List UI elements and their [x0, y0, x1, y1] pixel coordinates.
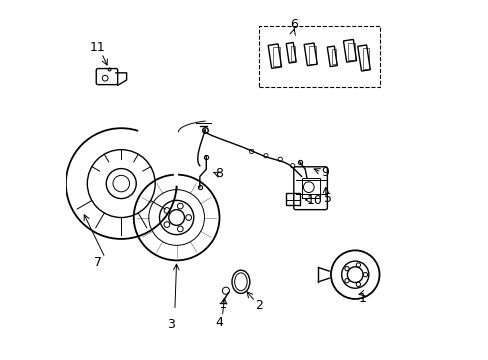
- Text: 6: 6: [289, 18, 297, 31]
- Bar: [272, 47, 280, 66]
- Bar: [258, 26, 380, 87]
- Bar: [343, 40, 356, 62]
- Bar: [362, 48, 368, 69]
- Bar: [331, 49, 335, 64]
- Bar: [301, 178, 319, 198]
- Text: 5: 5: [324, 192, 332, 205]
- Text: 10: 10: [305, 194, 322, 207]
- Text: 2: 2: [254, 299, 262, 312]
- Text: 11: 11: [90, 41, 106, 54]
- Bar: [357, 45, 369, 71]
- Bar: [267, 44, 281, 68]
- Bar: [285, 42, 296, 63]
- Text: 1: 1: [358, 292, 366, 305]
- Text: 7: 7: [94, 256, 102, 269]
- Text: 3: 3: [167, 318, 175, 331]
- Bar: [290, 45, 294, 61]
- Text: 8: 8: [215, 167, 223, 180]
- Text: 4: 4: [215, 316, 223, 329]
- Bar: [304, 43, 317, 66]
- Bar: [308, 46, 315, 64]
- Bar: [285, 193, 299, 205]
- Text: 9: 9: [320, 166, 328, 179]
- Bar: [347, 43, 354, 60]
- Bar: [326, 46, 337, 67]
